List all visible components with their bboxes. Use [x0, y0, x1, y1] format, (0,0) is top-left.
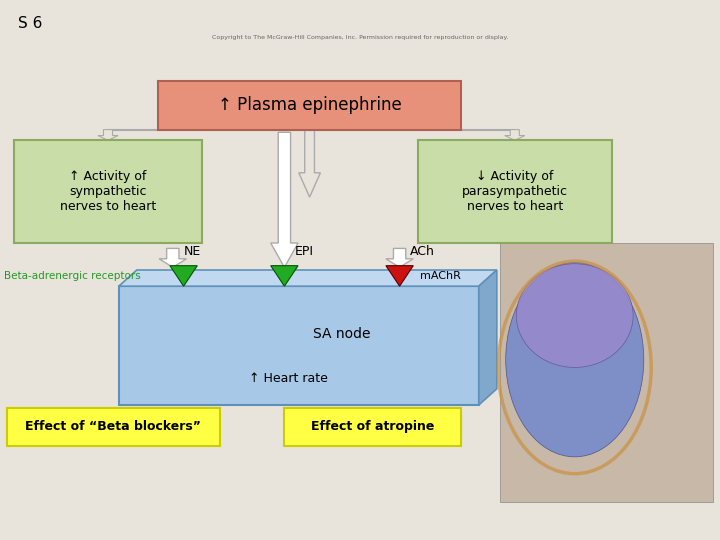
FancyBboxPatch shape — [14, 140, 202, 243]
Polygon shape — [159, 248, 186, 267]
Polygon shape — [271, 266, 298, 286]
Text: Copyright to The McGraw-Hill Companies, Inc. Permission required for reproductio: Copyright to The McGraw-Hill Companies, … — [212, 35, 508, 40]
Polygon shape — [386, 248, 413, 267]
FancyBboxPatch shape — [500, 243, 713, 502]
Polygon shape — [505, 130, 525, 140]
Text: NE: NE — [184, 245, 201, 258]
Text: ↑ Activity of
sympathetic
nerves to heart: ↑ Activity of sympathetic nerves to hear… — [60, 170, 156, 213]
Text: ↑ Heart rate: ↑ Heart rate — [248, 373, 328, 386]
FancyBboxPatch shape — [119, 286, 479, 405]
FancyBboxPatch shape — [284, 408, 461, 445]
FancyBboxPatch shape — [7, 408, 220, 445]
Text: Effect of “Beta blockers”: Effect of “Beta blockers” — [25, 420, 202, 433]
Polygon shape — [299, 130, 320, 197]
Text: Beta-adrenergic receptors: Beta-adrenergic receptors — [4, 271, 140, 281]
Text: EPI: EPI — [295, 245, 314, 258]
FancyBboxPatch shape — [418, 140, 612, 243]
Ellipse shape — [505, 262, 644, 457]
Polygon shape — [386, 266, 413, 286]
FancyBboxPatch shape — [158, 81, 461, 130]
Polygon shape — [271, 132, 298, 267]
Ellipse shape — [516, 264, 633, 367]
Text: ACh: ACh — [410, 245, 436, 258]
Polygon shape — [479, 270, 497, 405]
Text: SA node: SA node — [313, 327, 371, 341]
Polygon shape — [170, 266, 197, 286]
Text: ↑ Plasma epinephrine: ↑ Plasma epinephrine — [217, 96, 402, 114]
Text: ↓ Activity of
parasympathetic
nerves to heart: ↓ Activity of parasympathetic nerves to … — [462, 170, 568, 213]
Polygon shape — [119, 270, 497, 286]
Text: mAChR: mAChR — [420, 271, 462, 281]
Text: Effect of atropine: Effect of atropine — [311, 420, 434, 433]
Polygon shape — [98, 130, 118, 140]
Text: S 6: S 6 — [18, 16, 42, 31]
